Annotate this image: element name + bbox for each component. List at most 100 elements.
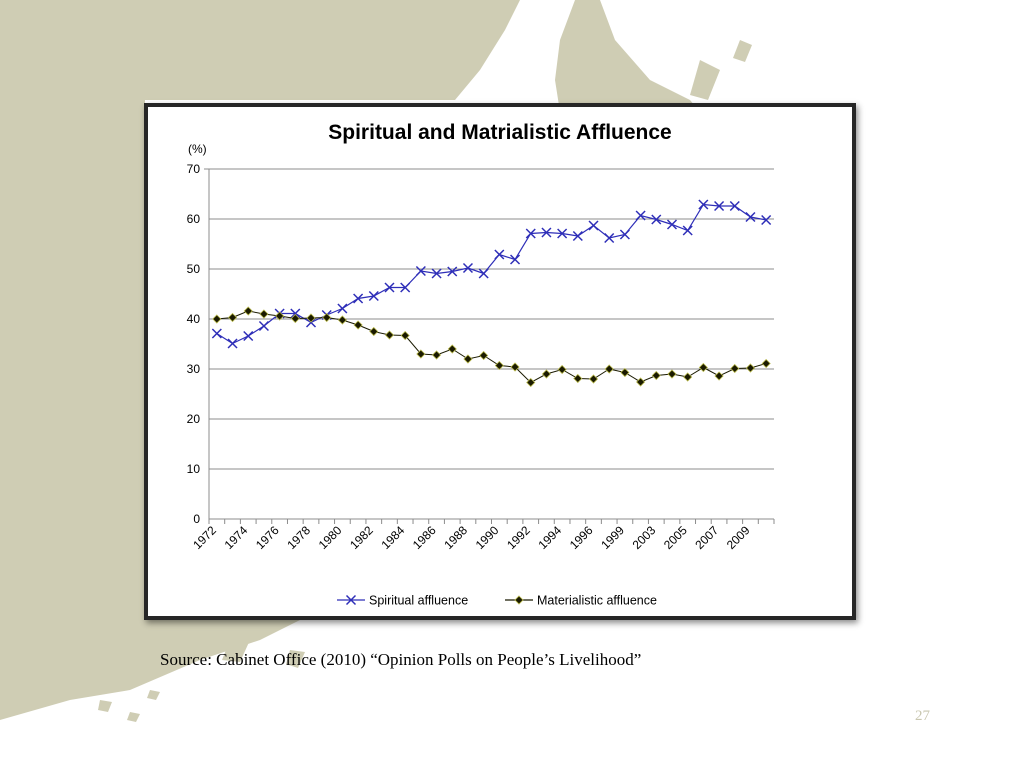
data-point-marker <box>384 282 395 293</box>
data-point-marker <box>682 225 693 236</box>
x-tick-label: 1982 <box>347 523 376 552</box>
data-point-marker <box>416 349 426 359</box>
legend-label: Materialistic affluence <box>537 594 657 608</box>
data-point-marker <box>745 211 756 223</box>
y-tick-label: 30 <box>187 362 201 376</box>
data-point-marker <box>698 199 709 210</box>
data-point-marker <box>337 315 347 325</box>
data-point-marker <box>258 320 269 332</box>
data-point-marker <box>290 308 301 319</box>
chart-panel: Spiritual and Matrialistic Affluence (%)… <box>144 103 856 620</box>
x-tick-label: 1984 <box>379 523 408 552</box>
data-point-marker <box>573 373 583 384</box>
data-point-marker <box>368 290 379 302</box>
data-point-marker <box>514 595 524 605</box>
data-point-marker <box>730 363 740 374</box>
legend-item: Materialistic affluence <box>505 594 657 608</box>
map-landmass <box>0 0 752 722</box>
x-tick-label: 1978 <box>284 523 313 552</box>
y-axis-label: (%) <box>188 142 207 156</box>
data-point-marker <box>337 303 348 314</box>
x-tick-label: 2003 <box>630 523 659 552</box>
gridlines <box>209 168 774 470</box>
y-tick-label: 40 <box>187 312 201 326</box>
x-tick-label: 1994 <box>535 523 564 552</box>
data-point-marker <box>462 262 473 274</box>
data-point-marker <box>478 268 489 279</box>
x-tick-label: 1972 <box>190 523 219 552</box>
x-tick-label: 1976 <box>253 523 282 552</box>
legend-item: Spiritual affluence <box>337 594 468 608</box>
x-tick-label: 1990 <box>473 523 502 552</box>
series-line <box>216 203 767 345</box>
data-point-marker <box>275 311 285 321</box>
data-point-marker <box>745 363 756 373</box>
data-point-marker <box>557 364 567 375</box>
data-point-marker <box>345 594 357 606</box>
data-point-marker <box>510 362 520 372</box>
data-point-marker <box>651 370 661 381</box>
data-point-marker <box>541 369 551 379</box>
data-point-marker <box>667 369 677 379</box>
x-tick-label: 1992 <box>504 523 533 552</box>
legend-label: Spiritual affluence <box>369 594 468 608</box>
x-tick-label: 1986 <box>410 523 439 552</box>
data-point-marker <box>714 200 725 212</box>
data-point-marker <box>557 228 568 239</box>
data-point-marker <box>243 330 254 342</box>
data-point-marker <box>322 312 332 323</box>
x-tick-label: 1996 <box>567 523 596 552</box>
y-tick-label: 50 <box>187 262 201 276</box>
data-point-marker <box>604 364 614 374</box>
data-point-marker <box>635 210 646 221</box>
data-point-marker <box>525 228 536 239</box>
data-point-marker <box>604 232 615 244</box>
data-point-marker <box>447 344 457 354</box>
y-tick-label: 10 <box>187 462 201 476</box>
data-point-marker <box>227 312 238 323</box>
data-point-marker <box>651 214 662 225</box>
data-point-marker <box>588 220 599 231</box>
data-point-marker <box>227 338 238 349</box>
data-point-marker <box>714 371 724 381</box>
data-point-marker <box>526 377 536 388</box>
data-point-marker <box>447 266 458 277</box>
x-tick-labels: 1972 1974 1976 1978 1980 1982 1984 1986 1988 1990… <box>190 523 753 552</box>
data-point-marker <box>400 282 411 293</box>
series-layer <box>211 199 772 388</box>
line-chart: Spiritual and Matrialistic Affluence (%)… <box>187 121 775 608</box>
legend: Spiritual affluence Materialistic affluen… <box>337 594 657 608</box>
data-point-marker <box>369 326 379 337</box>
x-tick-label: 1980 <box>316 523 345 552</box>
y-tick-label: 60 <box>187 212 201 226</box>
y-tick-label: 0 <box>193 512 200 526</box>
data-point-marker <box>588 374 599 384</box>
data-point-marker <box>620 367 630 378</box>
data-point-marker <box>306 313 316 323</box>
data-point-marker <box>619 229 630 240</box>
x-tick-label: 2005 <box>661 523 690 552</box>
data-point-marker <box>431 268 442 279</box>
series-line <box>216 310 767 384</box>
data-point-marker <box>683 372 693 382</box>
x-tick-label: 2009 <box>724 523 753 552</box>
source-note: Source: Cabinet Office (2010) “Opinion P… <box>160 650 642 669</box>
data-point-marker <box>212 314 222 324</box>
data-point-marker <box>400 330 410 341</box>
axes <box>204 168 775 524</box>
data-point-marker <box>572 230 583 242</box>
data-point-marker <box>510 254 521 265</box>
data-point-marker <box>494 360 504 371</box>
page-number: 27 <box>915 708 930 724</box>
data-point-marker <box>259 309 269 319</box>
data-point-marker <box>243 306 253 316</box>
x-tick-label: 2007 <box>692 523 721 552</box>
data-point-marker <box>761 358 771 369</box>
data-point-marker <box>698 362 708 373</box>
data-point-marker <box>666 219 678 230</box>
data-point-marker <box>494 249 505 260</box>
data-point-marker <box>353 320 363 330</box>
data-point-marker <box>353 293 364 304</box>
chart-title: Spiritual and Matrialistic Affluence <box>328 121 671 144</box>
